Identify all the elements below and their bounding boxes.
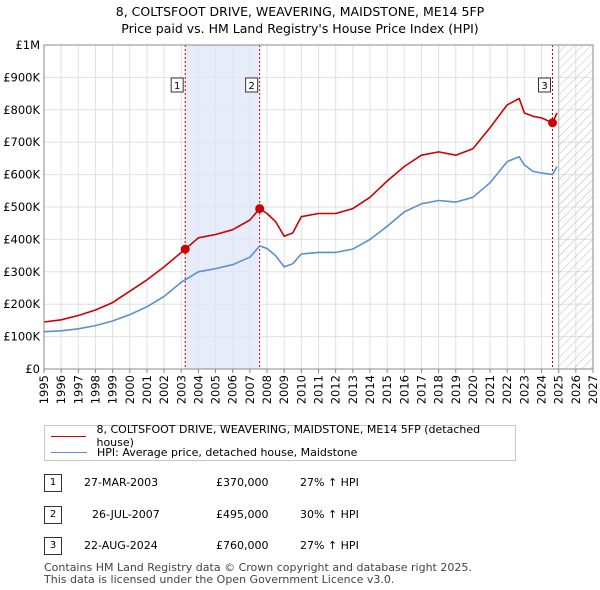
sale-number-box (170, 77, 184, 93)
sale-hpi-change: 30% ↑ HPI (300, 508, 359, 521)
x-tick-label: 2022 (500, 375, 514, 404)
footer-attribution: Contains HM Land Registry data © Crown c… (44, 562, 472, 586)
x-tick-label: 2025 (552, 375, 566, 404)
chart-subtitle: Price paid vs. HM Land Registry's House … (121, 21, 479, 36)
sale-point (255, 204, 265, 214)
future-period-hatch (558, 45, 593, 369)
x-tick-label: 2004 (191, 375, 205, 404)
x-tick-label: 2024 (535, 375, 549, 404)
x-tick-label: 2012 (329, 375, 343, 404)
x-tick-label: 2021 (483, 375, 497, 404)
legend-item-property: 8, COLTSFOOT DRIVE, WEAVERING, MAIDSTONE… (51, 423, 515, 449)
sale-point (548, 118, 558, 128)
footer-licence: This data is licensed under the Open Gov… (44, 573, 395, 586)
x-tick-label: 2019 (449, 375, 463, 404)
x-tick-label: 1999 (106, 375, 120, 404)
x-tick-label: 2014 (363, 375, 377, 404)
x-tick-label: 2017 (414, 375, 428, 404)
x-tick-label: 2023 (517, 375, 531, 404)
x-tick-label: 2005 (209, 375, 223, 404)
price-chart: 1 2 3 £0 £100K £200K £300K £400K £500K £600K £700… (3, 38, 600, 404)
legend-item-hpi: HPI: Average price, detached house, Maid… (51, 444, 357, 460)
sale-point (180, 244, 190, 254)
x-tick-label: 2009 (277, 375, 291, 404)
y-tick-label: £500K (3, 200, 40, 214)
y-tick-label: £400K (3, 232, 40, 246)
chart-title: 8, COLTSFOOT DRIVE, WEAVERING, MAIDSTONE… (115, 4, 485, 19)
sale-hpi-change: 27% ↑ HPI (300, 476, 359, 489)
x-tick-label: 2003 (174, 375, 188, 404)
y-tick-label: £800K (3, 103, 40, 117)
sale-row: 1 27-MAR-2003 £370,000 27% ↑ HPI (44, 473, 564, 493)
legend-label-hpi: HPI: Average price, detached house, Maid… (97, 445, 358, 459)
sale-date: 22-AUG-2024 (84, 539, 158, 552)
x-tick-label: 2026 (569, 375, 583, 404)
x-tick-label: 2001 (140, 375, 154, 404)
sale-date: 26-JUL-2007 (92, 508, 160, 521)
y-tick-label: £600K (3, 168, 40, 182)
legend-label-property: 8, COLTSFOOT DRIVE, WEAVERING, MAIDSTONE… (96, 423, 481, 449)
y-tick-label: £100K (3, 330, 40, 344)
sale-price: £760,000 (216, 539, 269, 552)
sale-date: 27-MAR-2003 (84, 476, 159, 489)
x-tick-label: 1996 (54, 375, 68, 404)
x-tick-label: 1995 (37, 375, 51, 404)
hpi-series-line (43, 156, 558, 333)
x-tick-label: 2010 (294, 375, 308, 404)
sale-price: £370,000 (216, 476, 269, 489)
x-tick-label: 2002 (157, 375, 171, 404)
ownership-period-shade (185, 45, 260, 369)
plot-border (43, 44, 594, 370)
y-tick-label: £200K (3, 297, 40, 311)
sale-hpi-change: 27% ↑ HPI (300, 539, 359, 552)
y-tick-label: £700K (3, 135, 40, 149)
sale-number-box (538, 77, 552, 93)
x-tick-label: 2007 (243, 375, 257, 404)
x-tick-label: 1998 (88, 375, 102, 404)
sale-number-label: 1 (174, 81, 180, 92)
y-tick-label: £1M (15, 38, 40, 52)
property-series-line (43, 97, 558, 323)
x-tick-label: 2018 (432, 375, 446, 404)
x-tick-label: 2027 (586, 375, 600, 404)
x-tick-label: 1997 (71, 375, 85, 404)
sale-number-label: 2 (248, 81, 254, 92)
sale-row: 2 26-JUL-2007 £495,000 30% ↑ HPI (44, 505, 564, 525)
sale-number-badge: 2 (44, 506, 62, 524)
sale-number-badge: 3 (44, 537, 62, 555)
x-tick-label: 2000 (123, 375, 137, 404)
x-tick-label: 2020 (466, 375, 480, 404)
footer-copyright: Contains HM Land Registry data © Crown c… (44, 561, 472, 574)
sale-number-badge: 1 (44, 474, 62, 492)
sale-number-box (245, 77, 259, 93)
x-tick-label: 2008 (260, 375, 274, 404)
legend-swatch-property (51, 435, 87, 437)
y-tick-label: £0 (25, 362, 40, 376)
sale-price: £495,000 (216, 508, 269, 521)
y-tick-label: £900K (3, 70, 40, 84)
x-tick-label: 2015 (380, 375, 394, 404)
chart-legend: 8, COLTSFOOT DRIVE, WEAVERING, MAIDSTONE… (44, 423, 516, 461)
x-tick-label: 2016 (397, 375, 411, 404)
sale-row: 3 22-AUG-2024 £760,000 27% ↑ HPI (44, 536, 564, 556)
x-tick-label: 2011 (312, 375, 326, 404)
x-tick-label: 2006 (226, 375, 240, 404)
legend-swatch-hpi (51, 451, 87, 453)
x-tick-label: 2013 (346, 375, 360, 404)
sale-number-label: 3 (541, 81, 547, 92)
y-tick-label: £300K (3, 265, 40, 279)
